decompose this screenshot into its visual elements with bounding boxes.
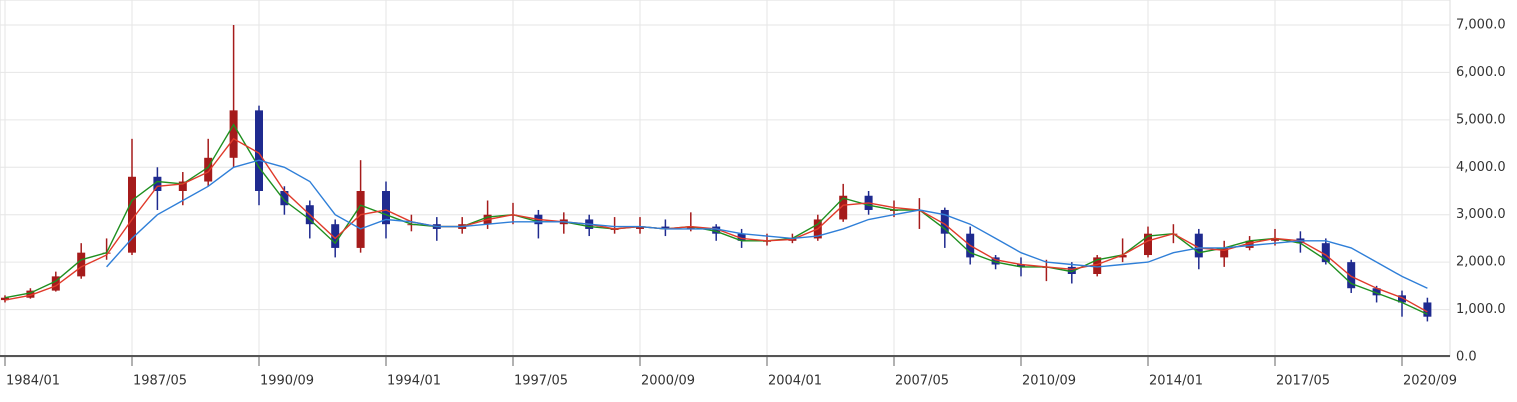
candle-body bbox=[280, 191, 289, 206]
candle-body bbox=[153, 176, 162, 191]
x-tick-label: 2004/01 bbox=[768, 374, 822, 389]
candle-body bbox=[128, 176, 136, 253]
y-tick-label: 2,000.0 bbox=[1456, 255, 1506, 270]
candle-body bbox=[712, 226, 721, 234]
y-tick-label: 5,000.0 bbox=[1456, 112, 1506, 127]
candle-body bbox=[991, 257, 1000, 265]
x-tick-label: 2014/01 bbox=[1149, 374, 1203, 389]
candle-body bbox=[1017, 264, 1025, 267]
y-tick-label: 7,000.0 bbox=[1456, 18, 1506, 33]
candle-body bbox=[1093, 257, 1102, 274]
candle-body bbox=[737, 233, 746, 241]
x-tick-label: 2007/05 bbox=[895, 374, 949, 389]
candle-body bbox=[1398, 295, 1406, 303]
candle-body bbox=[255, 110, 263, 191]
moving-average-line bbox=[4, 123, 1428, 315]
x-tick-label: 2020/09 bbox=[1403, 374, 1457, 389]
candle-body bbox=[940, 209, 949, 234]
candle-body bbox=[1271, 238, 1279, 241]
candle-body bbox=[636, 226, 644, 229]
x-tick-label: 2017/05 bbox=[1276, 374, 1330, 389]
candle-body bbox=[1067, 266, 1076, 274]
candle-body bbox=[1144, 233, 1152, 256]
candle-body bbox=[839, 195, 848, 220]
candle-body bbox=[77, 252, 86, 277]
candle-body bbox=[1118, 255, 1127, 258]
x-tick-label: 2010/09 bbox=[1022, 374, 1076, 389]
y-tick-label: 4,000.0 bbox=[1456, 160, 1506, 175]
candle-body bbox=[51, 276, 60, 291]
candle-body bbox=[1220, 247, 1229, 258]
candle-body bbox=[686, 226, 695, 229]
x-tick-label: 1987/05 bbox=[133, 374, 187, 389]
candle-body bbox=[204, 157, 213, 182]
y-tick-label: 6,000.0 bbox=[1456, 65, 1506, 80]
x-tick-label: 1994/01 bbox=[387, 374, 441, 389]
moving-average-line bbox=[106, 159, 1428, 289]
candle-body bbox=[229, 110, 238, 158]
plot-area bbox=[0, 0, 1451, 357]
y-tick-label: 3,000.0 bbox=[1456, 207, 1506, 222]
candle-body bbox=[1347, 262, 1356, 289]
x-tick-label: 1997/05 bbox=[514, 374, 568, 389]
candle-body bbox=[1321, 243, 1330, 263]
x-tick-label: 2000/09 bbox=[641, 374, 695, 389]
candle-body bbox=[331, 224, 340, 248]
y-tick-label: 1,000.0 bbox=[1456, 302, 1506, 317]
candle-body bbox=[26, 290, 35, 298]
x-tick-label: 1990/09 bbox=[260, 374, 314, 389]
candle-body bbox=[1194, 233, 1203, 258]
candle-body bbox=[1372, 288, 1381, 296]
x-tick-label: 1984/01 bbox=[6, 374, 60, 389]
candle-body bbox=[382, 191, 390, 225]
y-tick-label: 0.0 bbox=[1456, 350, 1477, 365]
candle-body bbox=[661, 226, 670, 229]
candle-body bbox=[1423, 302, 1432, 317]
candle-body bbox=[1245, 240, 1254, 248]
candle-body bbox=[178, 181, 187, 191]
candle-body bbox=[356, 191, 365, 248]
candle-body bbox=[1, 297, 9, 301]
